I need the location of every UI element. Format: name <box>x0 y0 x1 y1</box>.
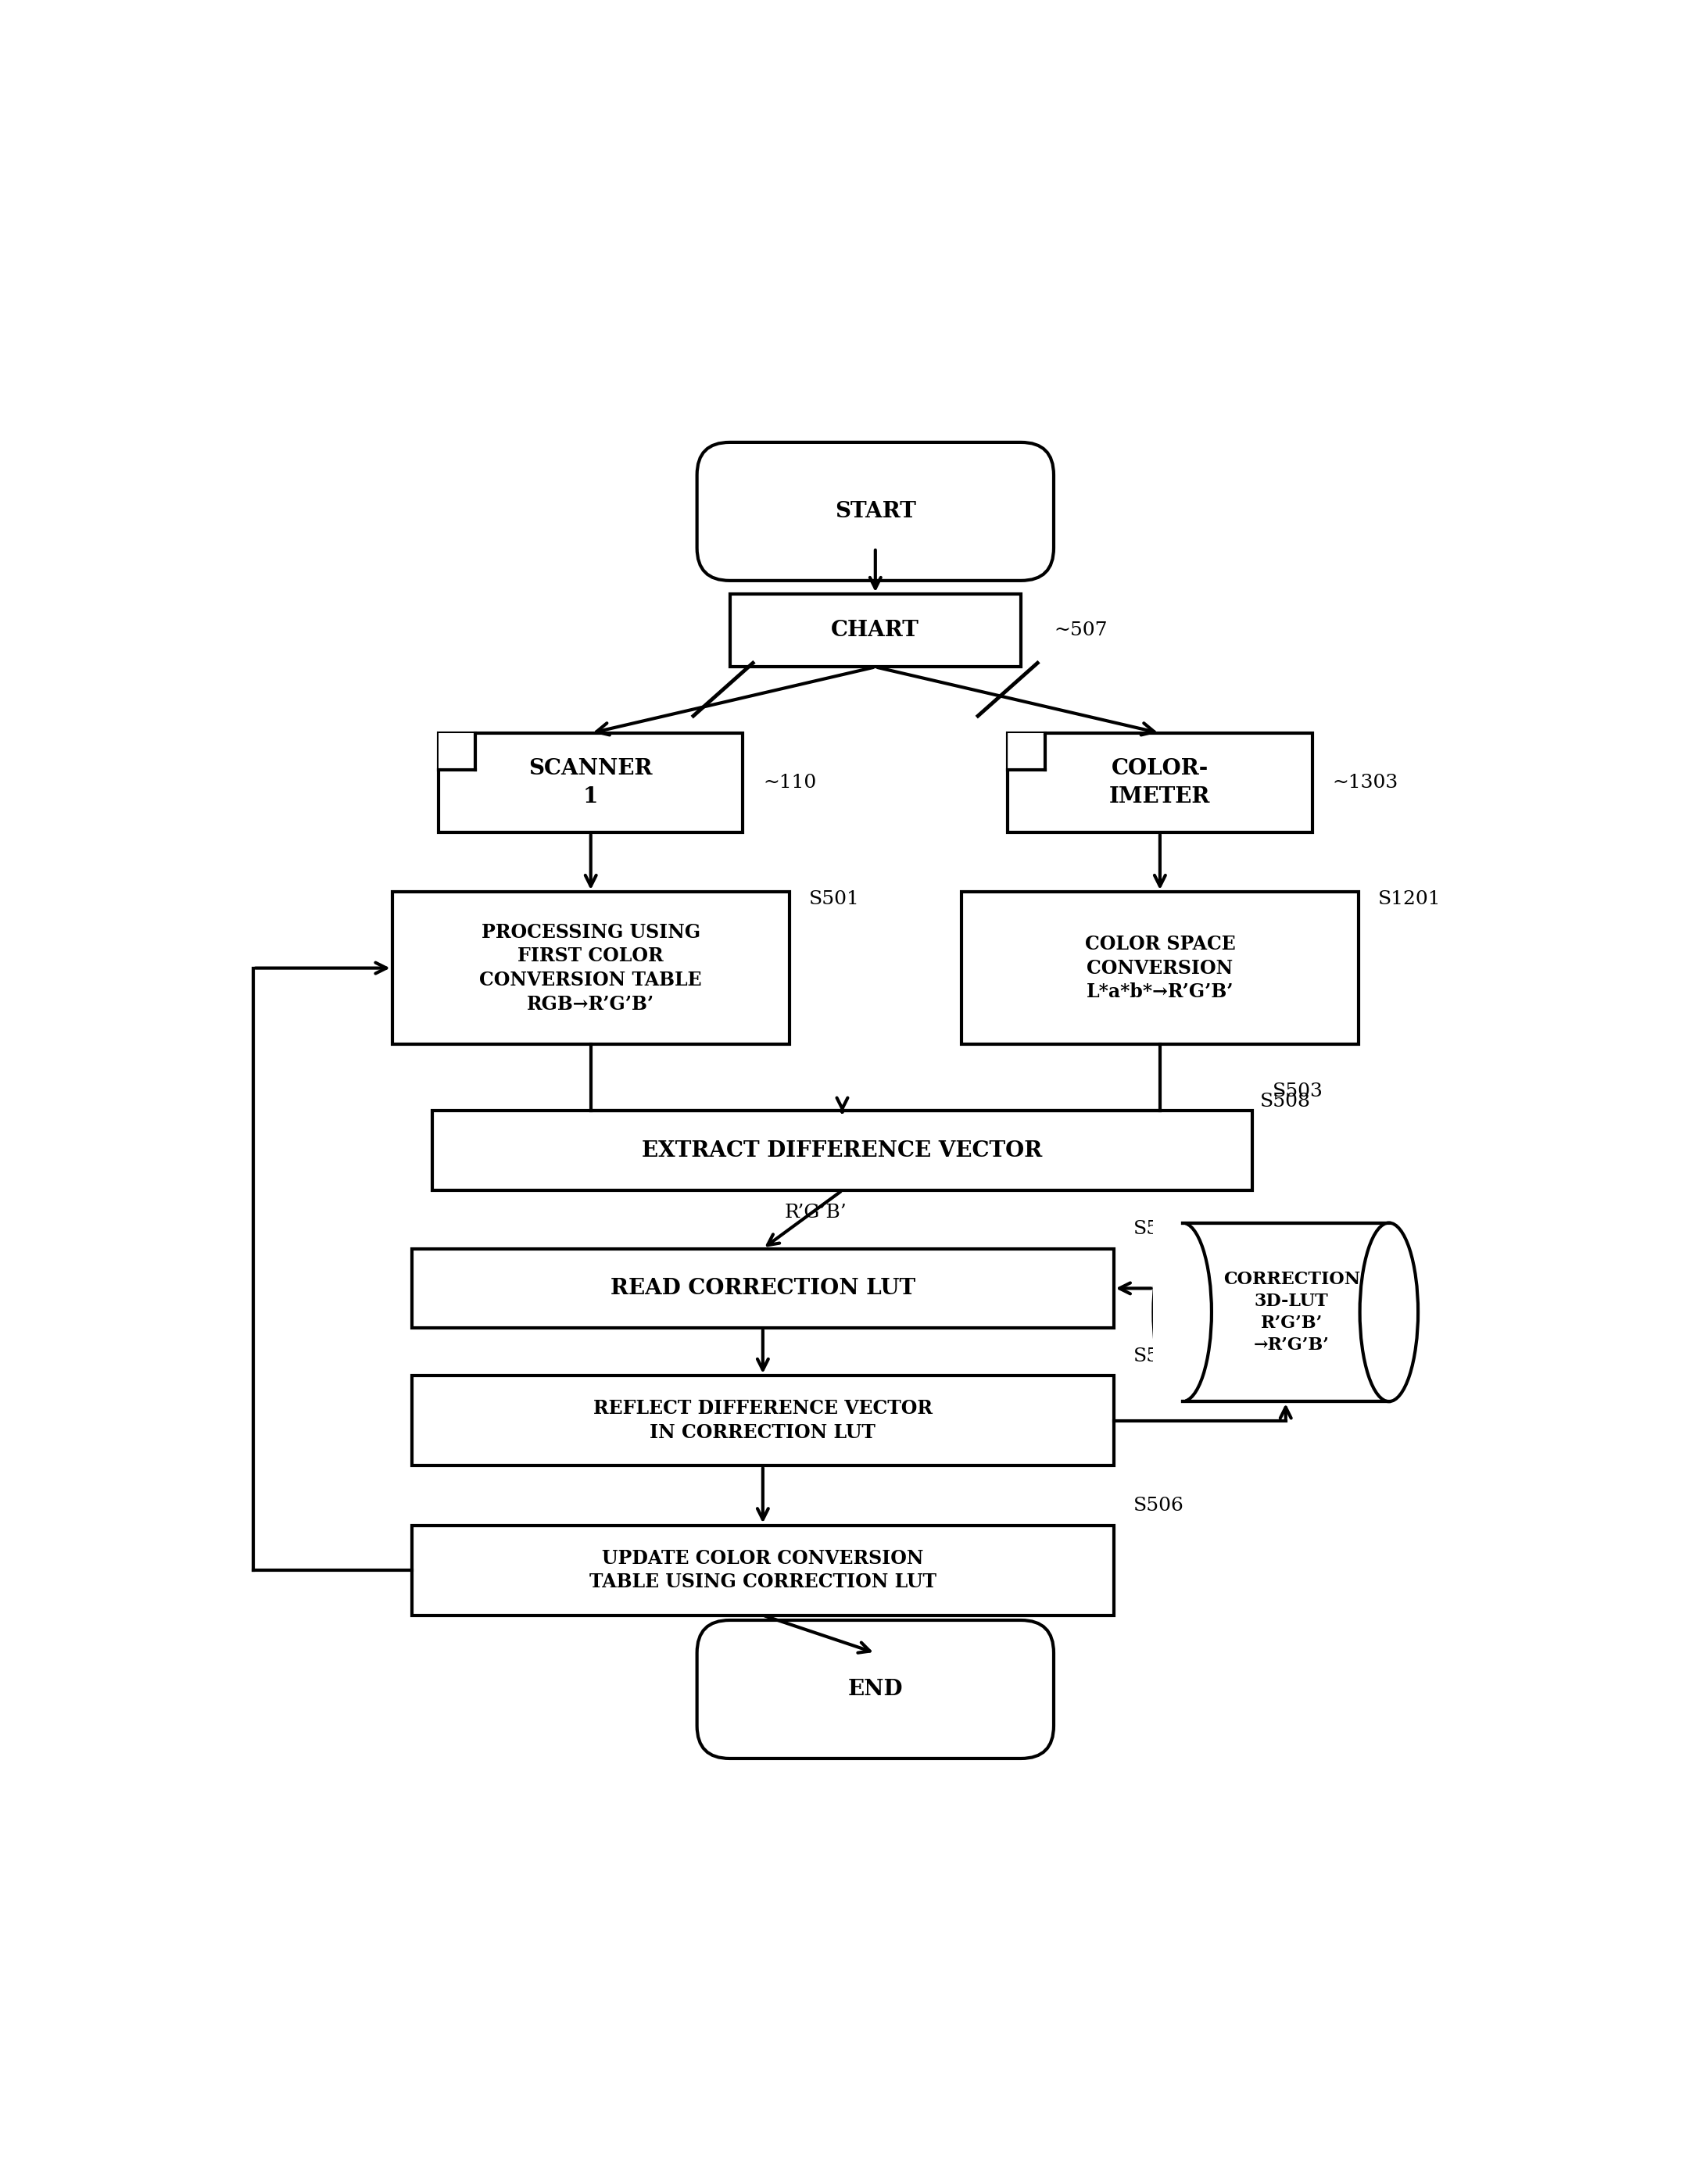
Text: COLOR SPACE
CONVERSION
L*a*b*→R’G’B’: COLOR SPACE CONVERSION L*a*b*→R’G’B’ <box>1085 935 1235 1002</box>
Text: S501: S501 <box>810 891 859 909</box>
FancyBboxPatch shape <box>697 1621 1054 1758</box>
Text: SCANNER
1: SCANNER 1 <box>529 758 652 806</box>
Bar <box>1182 1222 1389 1401</box>
Text: READ CORRECTION LUT: READ CORRECTION LUT <box>610 1277 915 1299</box>
Polygon shape <box>1008 732 1045 769</box>
Text: S1201: S1201 <box>1378 891 1442 909</box>
FancyBboxPatch shape <box>697 442 1054 580</box>
Bar <box>432 1111 1252 1190</box>
Text: ~1303: ~1303 <box>1332 774 1397 791</box>
Bar <box>1008 732 1312 832</box>
Text: EXTRACT DIFFERENCE VECTOR: EXTRACT DIFFERENCE VECTOR <box>642 1140 1042 1161</box>
Polygon shape <box>439 732 475 769</box>
Bar <box>729 595 1021 667</box>
Bar <box>412 1525 1114 1615</box>
Bar <box>962 891 1358 1044</box>
Bar <box>412 1375 1114 1466</box>
Text: PROCESSING USING
FIRST COLOR
CONVERSION TABLE
RGB→R’G’B’: PROCESSING USING FIRST COLOR CONVERSION … <box>480 922 702 1013</box>
Text: END: END <box>847 1678 904 1700</box>
Text: S503: S503 <box>1272 1083 1324 1100</box>
Bar <box>393 891 789 1044</box>
Text: CORRECTION
3D-LUT
R’G’B’
→R’G’B’: CORRECTION 3D-LUT R’G’B’ →R’G’B’ <box>1223 1270 1360 1353</box>
Text: S506: S506 <box>1134 1497 1184 1514</box>
Text: COLOR-
IMETER: COLOR- IMETER <box>1110 758 1211 806</box>
Bar <box>439 732 743 832</box>
Text: S505: S505 <box>1134 1347 1184 1364</box>
Text: ~110: ~110 <box>763 774 816 791</box>
Text: S504: S504 <box>1134 1220 1184 1238</box>
Text: R’G’B’: R’G’B’ <box>784 1205 847 1222</box>
Bar <box>412 1249 1114 1327</box>
Bar <box>1153 1216 1185 1408</box>
Text: ~507: ~507 <box>1054 621 1107 641</box>
Text: CHART: CHART <box>832 621 919 641</box>
Text: REFLECT DIFFERENCE VECTOR
IN CORRECTION LUT: REFLECT DIFFERENCE VECTOR IN CORRECTION … <box>593 1399 933 1442</box>
Text: UPDATE COLOR CONVERSION
TABLE USING CORRECTION LUT: UPDATE COLOR CONVERSION TABLE USING CORR… <box>589 1549 936 1591</box>
Ellipse shape <box>1153 1222 1211 1401</box>
Text: S508: S508 <box>1261 1092 1312 1111</box>
Text: START: START <box>835 501 915 523</box>
Ellipse shape <box>1360 1222 1418 1401</box>
